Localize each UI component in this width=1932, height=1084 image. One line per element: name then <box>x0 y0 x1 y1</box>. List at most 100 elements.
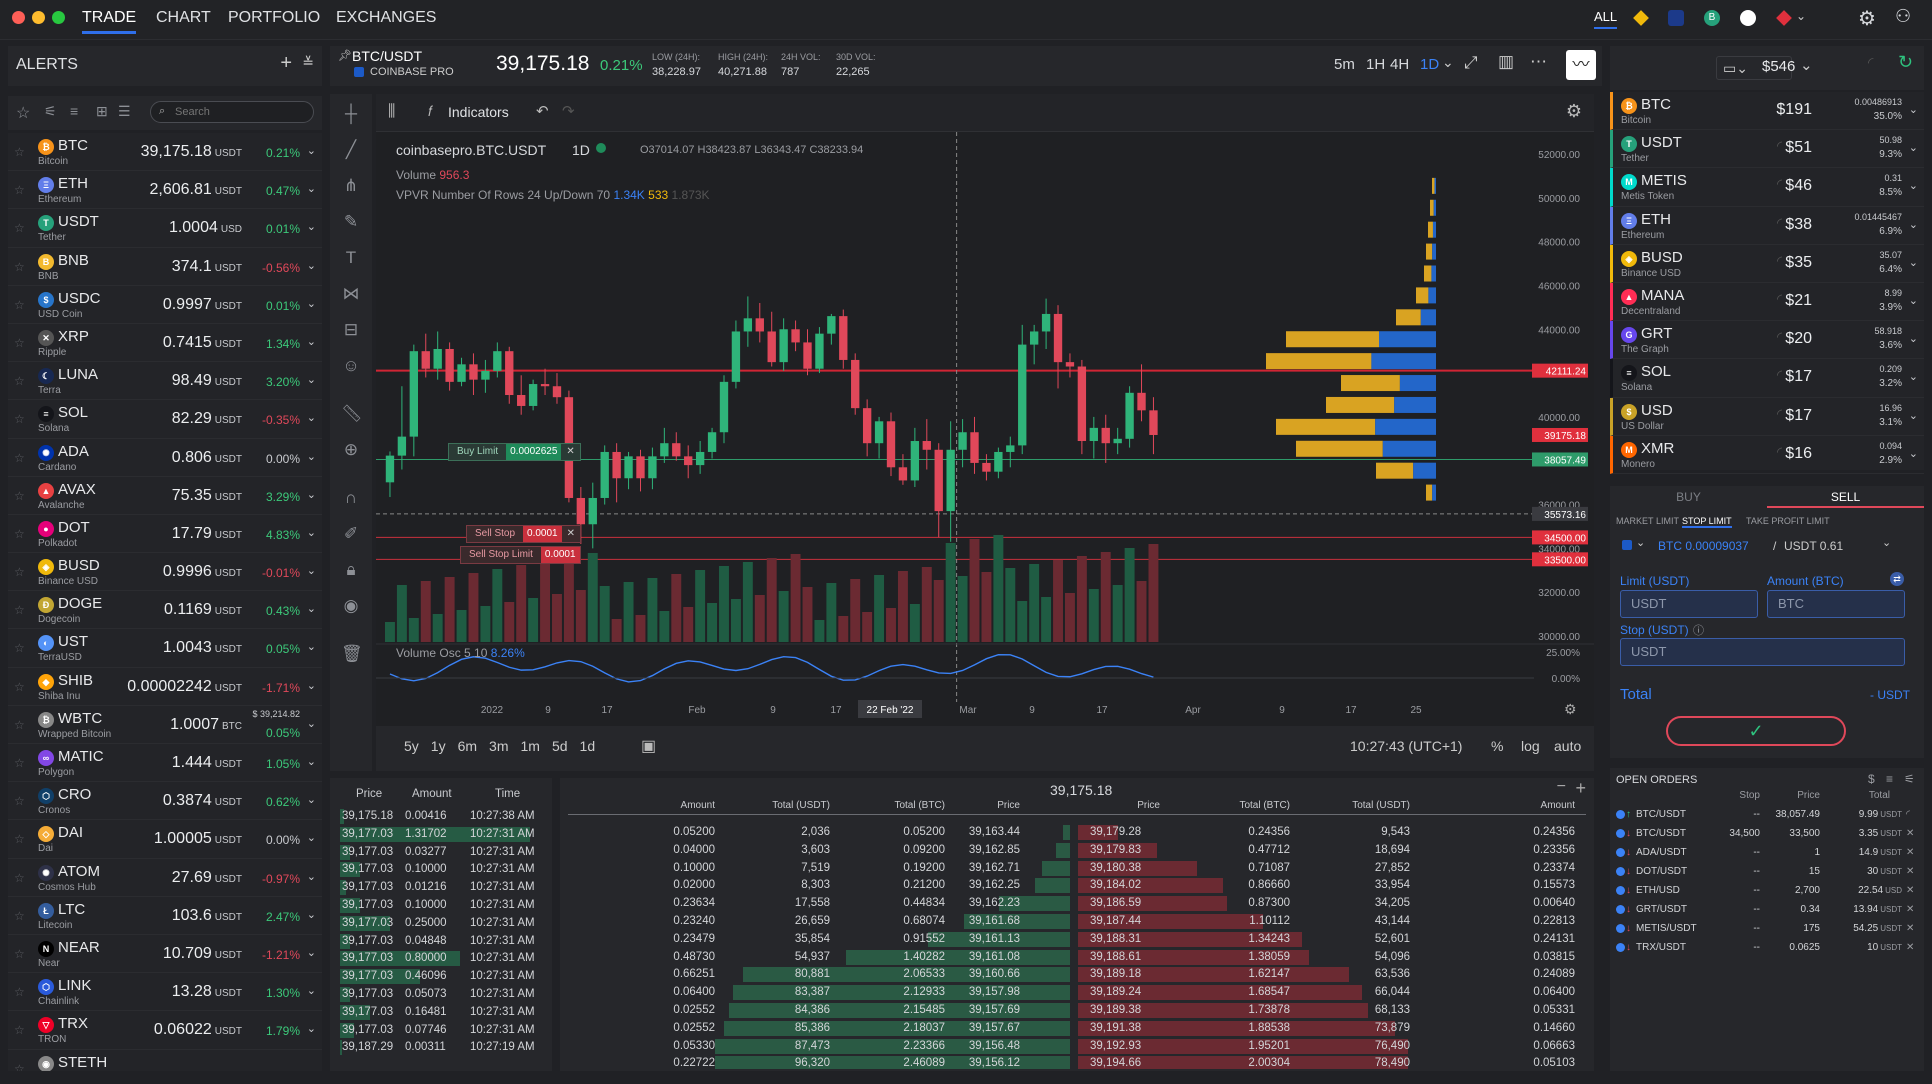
order-row[interactable]: ↓ DOT/USDT -- 15 30 USDT ✕ <box>1610 863 1924 882</box>
chevron-down-icon[interactable]: ⌄ <box>1908 256 1918 269</box>
buy-limit-order-tag[interactable]: Buy Limit 0.0002625 ✕ <box>448 443 581 461</box>
portfolio-row[interactable]: M XMR Monero ◜ $16 0.094 2.9% ⌄ <box>1610 435 1924 474</box>
portfolio-row[interactable]: ≡ SOL Solana ◜ $17 0.209 3.2% ⌄ <box>1610 359 1924 398</box>
help-icon[interactable]: ⓘ <box>1693 625 1704 637</box>
indicators-button[interactable]: Indicators <box>448 104 509 120</box>
user-icon[interactable]: ⚇ <box>1895 6 1912 26</box>
filter-icon[interactable]: ⚟ <box>44 103 57 119</box>
chevron-down-icon[interactable]: ⌄ <box>306 183 316 196</box>
star-icon[interactable]: ☆ <box>14 641 25 656</box>
redo-icon[interactable]: ↷ <box>562 103 575 120</box>
sell-stop-order-tag[interactable]: Sell Stop 0.0001 ✕ <box>466 525 582 543</box>
list-item[interactable]: ☆ ◉ STETH <box>8 1050 322 1072</box>
chart-canvas[interactable]: 52000.00 50000.00 48000.00 46000.00 44000.00… <box>376 132 1594 726</box>
chevron-down-icon[interactable]: ⌄ <box>306 259 316 272</box>
measure-icon[interactable]: ⊟ <box>343 320 359 339</box>
chevron-down-icon[interactable]: ⌄ <box>1908 371 1918 384</box>
star-icon[interactable]: ☆ <box>14 908 25 923</box>
order-row[interactable]: ↓ ETH/USD -- 2,700 22.54 USD ✕ <box>1610 882 1924 901</box>
list-item[interactable]: ☆ ✺ ADA Cardano 0.806 USDT 0.00% ⌄ <box>8 439 322 477</box>
list-item[interactable]: ☆ T USDT Tether 1.0004 USD 0.01% ⌄ <box>8 209 322 248</box>
brush-icon[interactable]: ✎ <box>343 212 359 231</box>
exchange-icon-3[interactable] <box>1776 10 1792 26</box>
undo-icon[interactable]: ↶ <box>536 103 549 120</box>
list-item[interactable]: ☆ ✕ XRP Ripple 0.7415 USDT 1.34% ⌄ <box>8 324 322 363</box>
exchange-icon-2[interactable] <box>1740 10 1756 26</box>
calendar-icon[interactable]: ▣ <box>641 738 657 755</box>
chevron-down-icon[interactable]: ⌄ <box>306 335 316 348</box>
cancel-order-icon[interactable]: ✕ <box>1906 847 1915 858</box>
chevron-down-icon[interactable]: ⌄ <box>306 526 316 539</box>
line-chart-icon[interactable]: 〰 <box>1566 50 1596 80</box>
crosshair-icon[interactable]: ┼ <box>344 104 358 123</box>
chevron-down-icon[interactable]: ⌄ <box>306 717 316 730</box>
dollar-icon[interactable]: $ <box>1868 772 1875 786</box>
auto-toggle[interactable]: auto <box>1554 738 1582 754</box>
order-row[interactable]: ↑ BTC/USDT -- 38,057.49 9.99 USDT ◜ <box>1610 806 1924 825</box>
chevron-down-icon[interactable]: ⌄ <box>306 297 316 310</box>
portfolio-row[interactable]: ▲ MANA Decentraland ◜ $21 8.99 3.9% ⌄ <box>1610 282 1924 322</box>
zoom-icon[interactable]: ⊕ <box>343 440 359 459</box>
price-chart[interactable]: 52000.00 50000.00 48000.00 46000.00 44000.00… <box>376 132 1594 726</box>
search-input[interactable] <box>175 104 305 120</box>
chevron-down-icon[interactable]: ⌄ <box>306 679 316 692</box>
chevron-down-icon[interactable]: ⌄ <box>306 832 316 845</box>
portfolio-row[interactable]: G GRT The Graph ◜ $20 58.918 3.6% ⌄ <box>1610 321 1924 360</box>
type-take-profit-limit[interactable]: TAKE PROFIT LIMIT <box>1746 516 1830 526</box>
list-item[interactable]: ☆ Ð DOGE Dogecoin 0.1169 USDT 0.43% ⌄ <box>8 591 322 630</box>
list-item[interactable]: ☆ ✺ ATOM Cosmos Hub 27.69 USDT -0.97% ⌄ <box>8 859 322 897</box>
list-item[interactable]: ☆ ₿ BTC Bitcoin 39,175.18 USDT 0.21% ⌄ <box>8 133 322 172</box>
range-1d[interactable]: 1d <box>579 738 596 754</box>
type-stop-limit[interactable]: STOP LIMIT <box>1682 516 1732 528</box>
chevron-down-icon[interactable]: ⌄ <box>306 794 316 807</box>
search-box[interactable]: ⌕ <box>150 101 314 123</box>
filter-icon[interactable]: ≡ <box>1886 772 1894 786</box>
star-icon[interactable]: ☆ <box>14 1061 25 1072</box>
swap-icon[interactable]: ⇄ <box>1890 572 1904 586</box>
chevron-down-icon[interactable]: ⌄ <box>306 908 316 921</box>
star-icon[interactable]: ☆ <box>14 946 25 961</box>
tab-portfolio[interactable]: PORTFOLIO <box>228 9 321 26</box>
exchange-selector[interactable]: COINBASE PRO <box>370 66 454 78</box>
list-item[interactable]: ☆ ▽ TRX TRON 0.06022 USDT 1.79% ⌄ <box>8 1011 322 1050</box>
cancel-order-icon[interactable]: ✕ <box>1906 866 1915 877</box>
cancel-order-icon[interactable]: ✕ <box>1906 923 1915 934</box>
chevron-down-icon[interactable]: ⌄ <box>306 450 316 463</box>
chevron-down-icon[interactable]: ⌄ <box>1908 104 1918 116</box>
star-icon[interactable]: ☆ <box>14 488 25 503</box>
cancel-order-icon[interactable]: ✕ <box>1906 942 1915 953</box>
list-item[interactable]: ☆ ◈ BUSD Binance USD 0.9996 USDT -0.01% ⌄ <box>8 553 322 592</box>
cancel-order-icon[interactable]: ◜ <box>1906 809 1910 820</box>
list-item[interactable]: ☆ ₿ WBTC Wrapped Bitcoin 1.0007 BTC $ 39,214.8… <box>8 706 322 744</box>
chevron-down-icon[interactable]: ⌄ <box>306 1023 316 1036</box>
range-5y[interactable]: 5y <box>404 738 419 754</box>
lock-icon[interactable]: 🔒︎ <box>346 560 356 579</box>
star-icon[interactable]: ☆ <box>14 374 25 389</box>
stop-input[interactable]: USDT <box>1620 638 1905 666</box>
chevron-down-icon[interactable]: ⌄ <box>1796 9 1807 23</box>
range-3m[interactable]: 3m <box>489 738 509 754</box>
star-icon[interactable]: ☆ <box>14 603 25 618</box>
star-icon[interactable]: ☆ <box>14 832 25 847</box>
bitstamp-icon[interactable]: B <box>1704 10 1720 26</box>
list-item[interactable]: ☆ $ USDC USD Coin 0.9997 USDT 0.01% ⌄ <box>8 286 322 324</box>
text-icon[interactable]: T <box>345 248 357 267</box>
star-icon[interactable]: ☆ <box>14 297 25 312</box>
portfolio-row[interactable]: T USDT Tether ◜ $51 50.98 9.3% ⌄ <box>1610 130 1924 169</box>
star-icon[interactable]: ☆ <box>14 335 25 350</box>
cancel-order-icon[interactable]: ✕ <box>1906 904 1915 915</box>
order-row[interactable]: ↓ ADA/USDT -- 1 14.9 USDT ✕ <box>1610 844 1924 863</box>
order-row[interactable]: ↓ BTC/USDT 34,500 33,500 3.35 USDT ✕ <box>1610 825 1924 844</box>
chevron-down-icon[interactable]: ⌄ <box>306 145 316 157</box>
sell-stop-limit-order-tag[interactable]: Sell Stop Limit 0.0001 <box>460 546 581 564</box>
chevron-down-icon[interactable]: ⌄ <box>306 374 316 387</box>
fx-icon[interactable]: 𝑓 <box>428 103 433 119</box>
chevron-down-icon[interactable]: ⌄ <box>306 488 316 501</box>
emoji-icon[interactable]: ☺ <box>342 356 360 375</box>
chevron-down-icon[interactable]: ⌄ <box>306 985 316 998</box>
type-market[interactable]: MARKET <box>1616 516 1654 526</box>
star-filter-icon[interactable]: ☆ <box>16 105 31 122</box>
settings-icon[interactable]: ⚟ <box>1904 772 1915 786</box>
star-icon[interactable]: ☆ <box>14 565 25 580</box>
chevron-down-icon[interactable]: ⌄ <box>1908 333 1918 346</box>
